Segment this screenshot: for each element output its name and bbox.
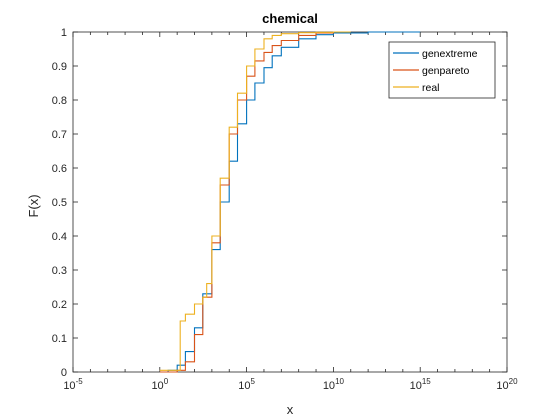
x-tick-label-base: 10	[323, 380, 335, 392]
x-tick-label-base: 10	[151, 380, 163, 392]
series-line-real	[159, 31, 351, 371]
x-tick-label: 105	[238, 377, 255, 392]
x-tick-label-base: 10	[410, 380, 422, 392]
x-tick-label-exponent: 20	[509, 377, 518, 386]
y-tick-label: 0.7	[52, 129, 67, 141]
x-tick-label: 1020	[496, 377, 518, 392]
y-tick-label: 0.9	[52, 61, 67, 73]
x-tick-label-exponent: 15	[422, 377, 431, 386]
y-tick-label: 0.2	[52, 299, 67, 311]
x-tick-label: 100	[151, 377, 168, 392]
y-axis-label: F(x)	[26, 194, 41, 217]
y-tick-label: 1	[61, 27, 67, 39]
x-tick-label-exponent: 10	[335, 377, 344, 386]
x-tick-label-exponent: -5	[76, 377, 84, 386]
x-tick-label: 10-5	[63, 377, 83, 392]
y-tick-label: 0	[61, 367, 67, 379]
x-tick-label-base: 10	[238, 380, 250, 392]
legend-label-real: real	[422, 82, 440, 94]
y-tick-label: 0.4	[52, 231, 67, 243]
series-line-genextreme	[159, 31, 421, 373]
x-tick-label-exponent: 5	[250, 377, 255, 386]
plot-area: 10-5 100 105 1010 1015 102000.10.20.30.40.50.…	[52, 27, 518, 392]
y-tick-label: 0.8	[52, 95, 67, 107]
x-tick-label: 1015	[410, 377, 432, 392]
x-tick-label: 1010	[323, 377, 345, 392]
x-tick-label-exponent: 0	[164, 377, 169, 386]
legend-label-genpareto: genpareto	[422, 65, 469, 77]
y-tick-label: 0.3	[52, 265, 67, 277]
x-axis-label: x	[287, 402, 294, 417]
x-tick-label-base: 10	[496, 380, 508, 392]
chart-title: chemical	[262, 11, 318, 26]
legend-label-genextreme: genextreme	[422, 48, 478, 60]
x-tick-label-base: 10	[63, 380, 75, 392]
y-tick-label: 0.1	[52, 333, 67, 345]
y-tick-label: 0.5	[52, 197, 67, 209]
y-tick-label: 0.6	[52, 163, 67, 175]
